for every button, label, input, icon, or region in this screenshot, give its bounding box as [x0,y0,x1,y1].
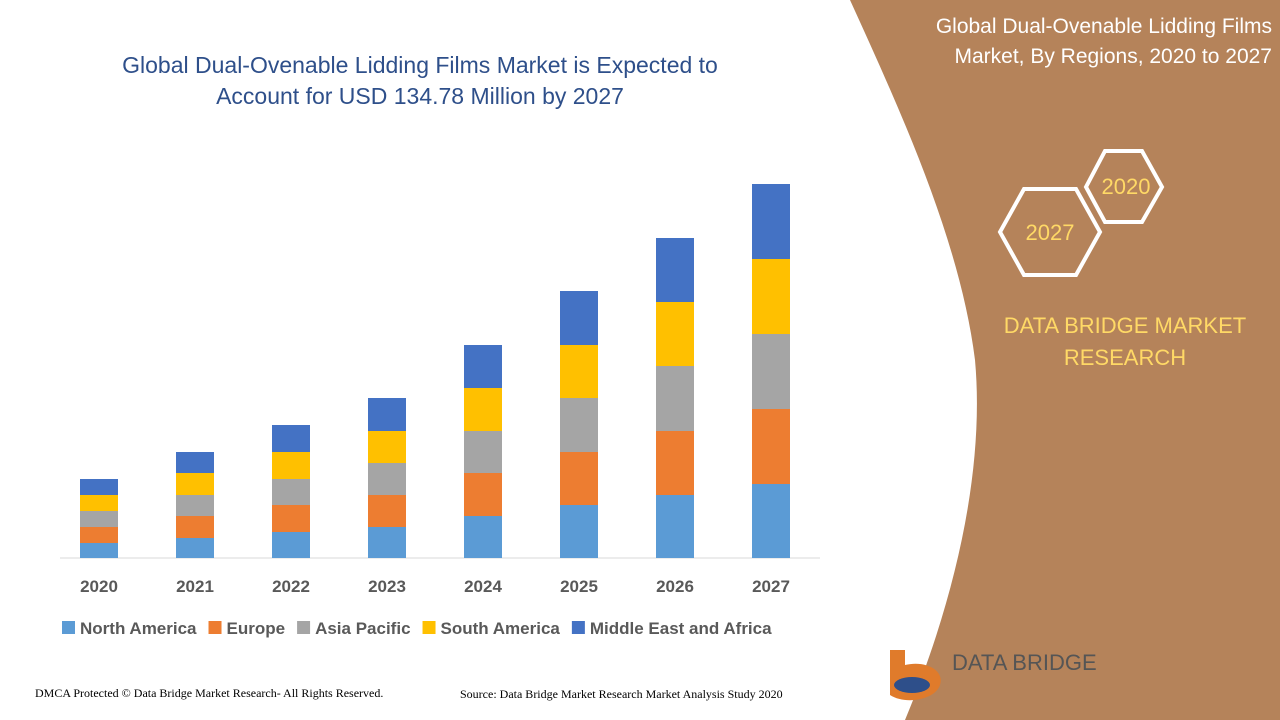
bar-segment [656,302,694,366]
bar-segment [752,184,790,259]
bar-segment [272,532,310,558]
x-tick-label: 2020 [80,577,118,596]
legend-swatch [297,621,311,634]
bar-segment [368,398,406,431]
sidebar-title-box: Global Dual-Ovenable Lidding Films Marke… [935,15,1272,68]
bar-segment [272,479,310,505]
bar-segment [176,495,214,516]
bar-segment [368,495,406,527]
legend-label: Asia Pacific [315,619,410,638]
bar-segment [560,345,598,398]
chart-title: Global Dual-Ovenable Lidding Films Marke… [122,52,718,109]
legend-label: Europe [227,619,286,638]
bar-segment [176,516,214,538]
bar-segment [464,431,502,473]
bar-segment [272,452,310,479]
x-tick-label: 2024 [464,577,502,596]
bar-segment [80,527,118,543]
brand: DATA BRIDGE MARKET RESEARCH [1003,313,1247,370]
x-tick-label: 2026 [656,577,694,596]
legend-swatch [422,621,436,634]
legend-swatch [62,621,75,634]
bar-segment [176,452,214,473]
bar-segment [272,425,310,452]
bar-segment [176,538,214,558]
bar-segment [464,345,502,388]
bar-segment [272,505,310,532]
bar-segment [656,431,694,495]
bar-segment [656,366,694,431]
x-tick-label: 2022 [272,577,310,596]
bar-segment [656,238,694,302]
bar-segment [560,452,598,505]
logo-icon [894,677,930,693]
legend-swatch [208,621,222,634]
bar-segment [752,409,790,484]
bar-segment [464,516,502,558]
bar-segment [368,527,406,558]
legend-swatch [571,621,585,634]
source-text: Source: Data Bridge Market Research Mark… [460,687,783,701]
brand-box: DATA BRIDGE MARKET RESEARCH [1003,313,1247,370]
bar-segment [80,511,118,527]
sidebar-panel [850,0,1280,720]
hexagon [997,187,1103,277]
bar-segment [560,291,598,345]
hexagon [1083,149,1165,224]
bar-segment [176,473,214,495]
bar-segment [752,259,790,334]
bar-segment [80,495,118,511]
bar-segment [368,463,406,495]
hex-label: 2020 [1102,174,1151,199]
logo-text: DATA BRIDGE [952,650,1097,675]
x-tick-label: 2021 [176,577,214,596]
bar-segment [80,479,118,495]
bar-segment [752,334,790,409]
sidebar-title: Global Dual-Ovenable Lidding Films Marke… [935,15,1272,68]
bar-segment [752,484,790,558]
bar-segment [560,398,598,452]
x-tick-label: 2025 [560,577,598,596]
legend-label: Middle East and Africa [590,619,772,638]
bar-segment [80,543,118,558]
x-tick-label: 2027 [752,577,790,596]
bar-segment [464,388,502,431]
bar-segment [560,505,598,558]
title-box: Global Dual-Ovenable Lidding Films Marke… [122,52,718,109]
legend-label: North America [80,619,197,638]
bar-segment [656,495,694,558]
bar-segment [368,431,406,463]
footer-text: DMCA Protected © Data Bridge Market Rese… [35,686,383,700]
legend-label: South America [441,619,561,638]
hex-label: 2027 [1026,220,1075,245]
x-tick-label: 2023 [368,577,406,596]
bar-segment [464,473,502,516]
